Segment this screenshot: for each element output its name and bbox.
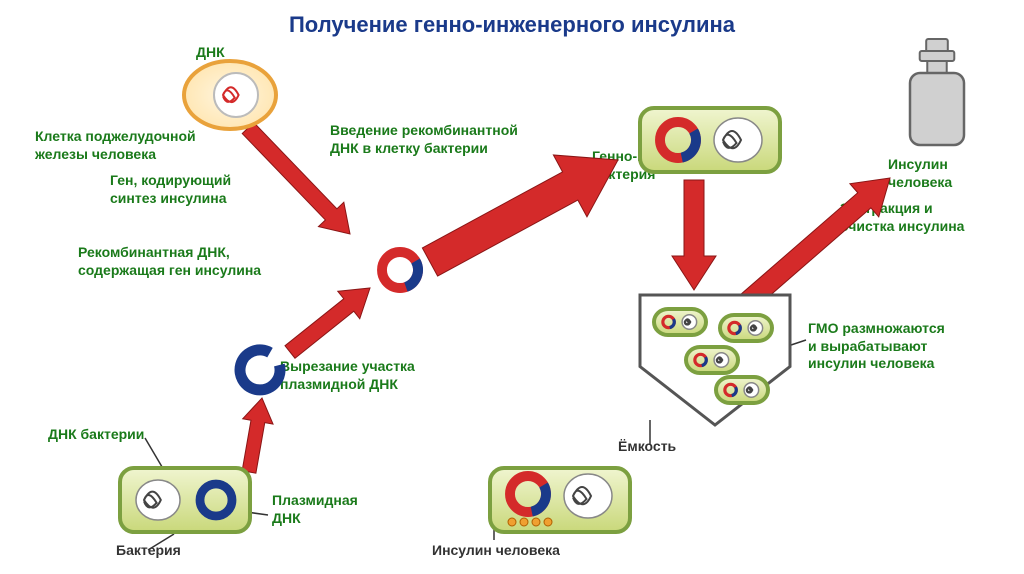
diagram-canvas: [0, 0, 1024, 574]
